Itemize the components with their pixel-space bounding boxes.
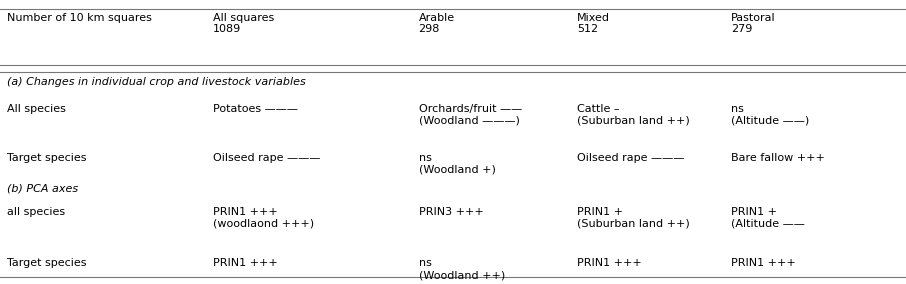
Text: all species: all species [7,207,65,217]
Text: Mixed
512: Mixed 512 [577,13,610,34]
Text: Orchards/fruit ——
(Woodland ———): Orchards/fruit —— (Woodland ———) [419,104,522,125]
Text: ns
(Altitude ——): ns (Altitude ——) [731,104,809,125]
Text: Arable
298: Arable 298 [419,13,455,34]
Text: PRIN3 +++: PRIN3 +++ [419,207,483,217]
Text: PRIN1 +++: PRIN1 +++ [213,258,277,268]
Text: PRIN1 +++: PRIN1 +++ [577,258,641,268]
Text: Oilseed rape ———: Oilseed rape ——— [577,153,685,163]
Text: Bare fallow +++: Bare fallow +++ [731,153,825,163]
Text: All species: All species [7,104,66,114]
Text: Target species: Target species [7,153,87,163]
Text: Target species: Target species [7,258,87,268]
Text: (a) Changes in individual crop and livestock variables: (a) Changes in individual crop and lives… [7,77,306,87]
Text: All squares
1089: All squares 1089 [213,13,275,34]
Text: Number of 10 km squares: Number of 10 km squares [7,13,152,23]
Text: Oilseed rape ———: Oilseed rape ——— [213,153,321,163]
Text: PRIN1 +++: PRIN1 +++ [731,258,795,268]
Text: (b) PCA axes: (b) PCA axes [7,183,79,193]
Text: Potatoes ———: Potatoes ——— [213,104,298,114]
Text: ns
(Woodland ++): ns (Woodland ++) [419,258,505,280]
Text: Cattle –
(Suburban land ++): Cattle – (Suburban land ++) [577,104,689,125]
Text: PRIN1 +
(Altitude ——: PRIN1 + (Altitude —— [731,207,805,229]
Text: ns
(Woodland +): ns (Woodland +) [419,153,496,175]
Text: PRIN1 +
(Suburban land ++): PRIN1 + (Suburban land ++) [577,207,689,229]
Text: Pastoral
279: Pastoral 279 [731,13,776,34]
Text: PRIN1 +++
(woodlaond +++): PRIN1 +++ (woodlaond +++) [213,207,314,229]
